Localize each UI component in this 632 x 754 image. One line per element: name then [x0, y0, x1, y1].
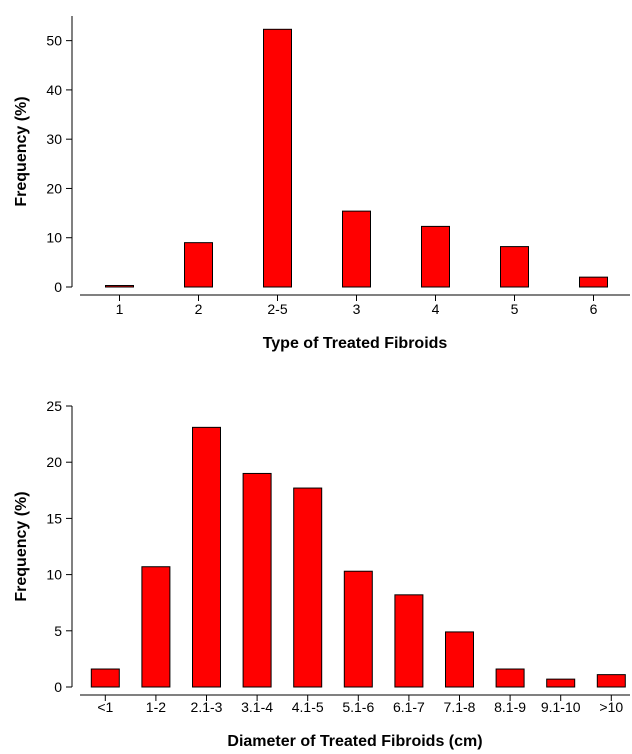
x-tick-label: 3.1-4	[241, 699, 273, 715]
bar	[500, 246, 529, 288]
bar	[141, 566, 171, 688]
y-tick-label: 10	[46, 567, 62, 583]
x-tick-label: 7.1-8	[444, 699, 476, 715]
x-tick-label: 4	[432, 301, 440, 317]
y-tick-label: 40	[46, 82, 62, 98]
x-axis-ticks: <1 1-2 2.1-3 3.1-4 4.1-5 5.1-6 6.1-7 7.1-8 8.1-9…	[97, 695, 623, 715]
x-tick-label: 2.1-3	[191, 699, 223, 715]
x-tick-label: 8.1-9	[494, 699, 526, 715]
x-tick-label: 2	[195, 301, 203, 317]
bar	[579, 276, 608, 288]
x-tick-label: 9.1-10	[541, 699, 581, 715]
bar	[293, 487, 323, 688]
y-tick-label: 0	[54, 279, 62, 295]
x-axis-ticks: 1 2 2-5 3 4 5 6	[116, 295, 598, 317]
bar	[394, 594, 424, 688]
bar	[263, 28, 292, 288]
x-tick-label: 1-2	[146, 699, 166, 715]
bar	[90, 668, 120, 688]
bar	[546, 678, 576, 688]
x-axis-title: Type of Treated Fibroids	[263, 335, 448, 352]
x-tick-label: 6	[590, 301, 598, 317]
x-tick-label: 5	[511, 301, 519, 317]
bar	[421, 225, 450, 288]
y-axis-ticks: 0 10 20 30 40 50	[46, 33, 72, 295]
y-tick-label: 5	[54, 623, 62, 639]
bar	[495, 668, 525, 688]
y-axis-ticks: 0 5 10 15 20 25	[46, 398, 72, 695]
x-tick-label: 5.1-6	[342, 699, 374, 715]
bar	[242, 472, 272, 688]
x-tick-label: 4.1-5	[292, 699, 324, 715]
x-tick-label: >10	[599, 699, 623, 715]
x-tick-label: 1	[116, 301, 124, 317]
y-axis-title: Frequency (%)	[13, 491, 30, 601]
y-axis-title: Frequency (%)	[13, 96, 30, 206]
x-tick-label: 6.1-7	[393, 699, 425, 715]
bar	[184, 242, 213, 288]
y-tick-label: 20	[46, 454, 62, 470]
y-tick-label: 10	[46, 230, 62, 246]
bar	[192, 426, 221, 688]
bar	[596, 674, 626, 688]
y-tick-label: 25	[46, 398, 62, 414]
y-tick-label: 30	[46, 131, 62, 147]
chart-type-of-fibroids: 0 10 20 30 40 50 1 2 2-5 3 4 5 6 Type of Treated Fi…	[13, 16, 630, 352]
bars-group	[105, 28, 608, 288]
bars-group	[90, 426, 626, 688]
x-tick-label: 2-5	[267, 301, 287, 317]
y-tick-label: 50	[46, 33, 62, 49]
chart-diameter-of-fibroids: 0 5 10 15 20 25 <1 1-2 2.1-3 3.1-4 4.1-5 5.1-6 6.1-…	[13, 398, 630, 750]
bar	[342, 210, 371, 288]
bar	[445, 631, 474, 688]
bar	[105, 285, 134, 288]
y-tick-label: 20	[46, 180, 62, 196]
x-axis-title: Diameter of Treated Fibroids (cm)	[227, 733, 482, 750]
y-tick-label: 15	[46, 510, 62, 526]
y-tick-label: 0	[54, 679, 62, 695]
x-tick-label: 3	[353, 301, 361, 317]
x-tick-label: <1	[97, 699, 113, 715]
bar	[343, 570, 373, 688]
